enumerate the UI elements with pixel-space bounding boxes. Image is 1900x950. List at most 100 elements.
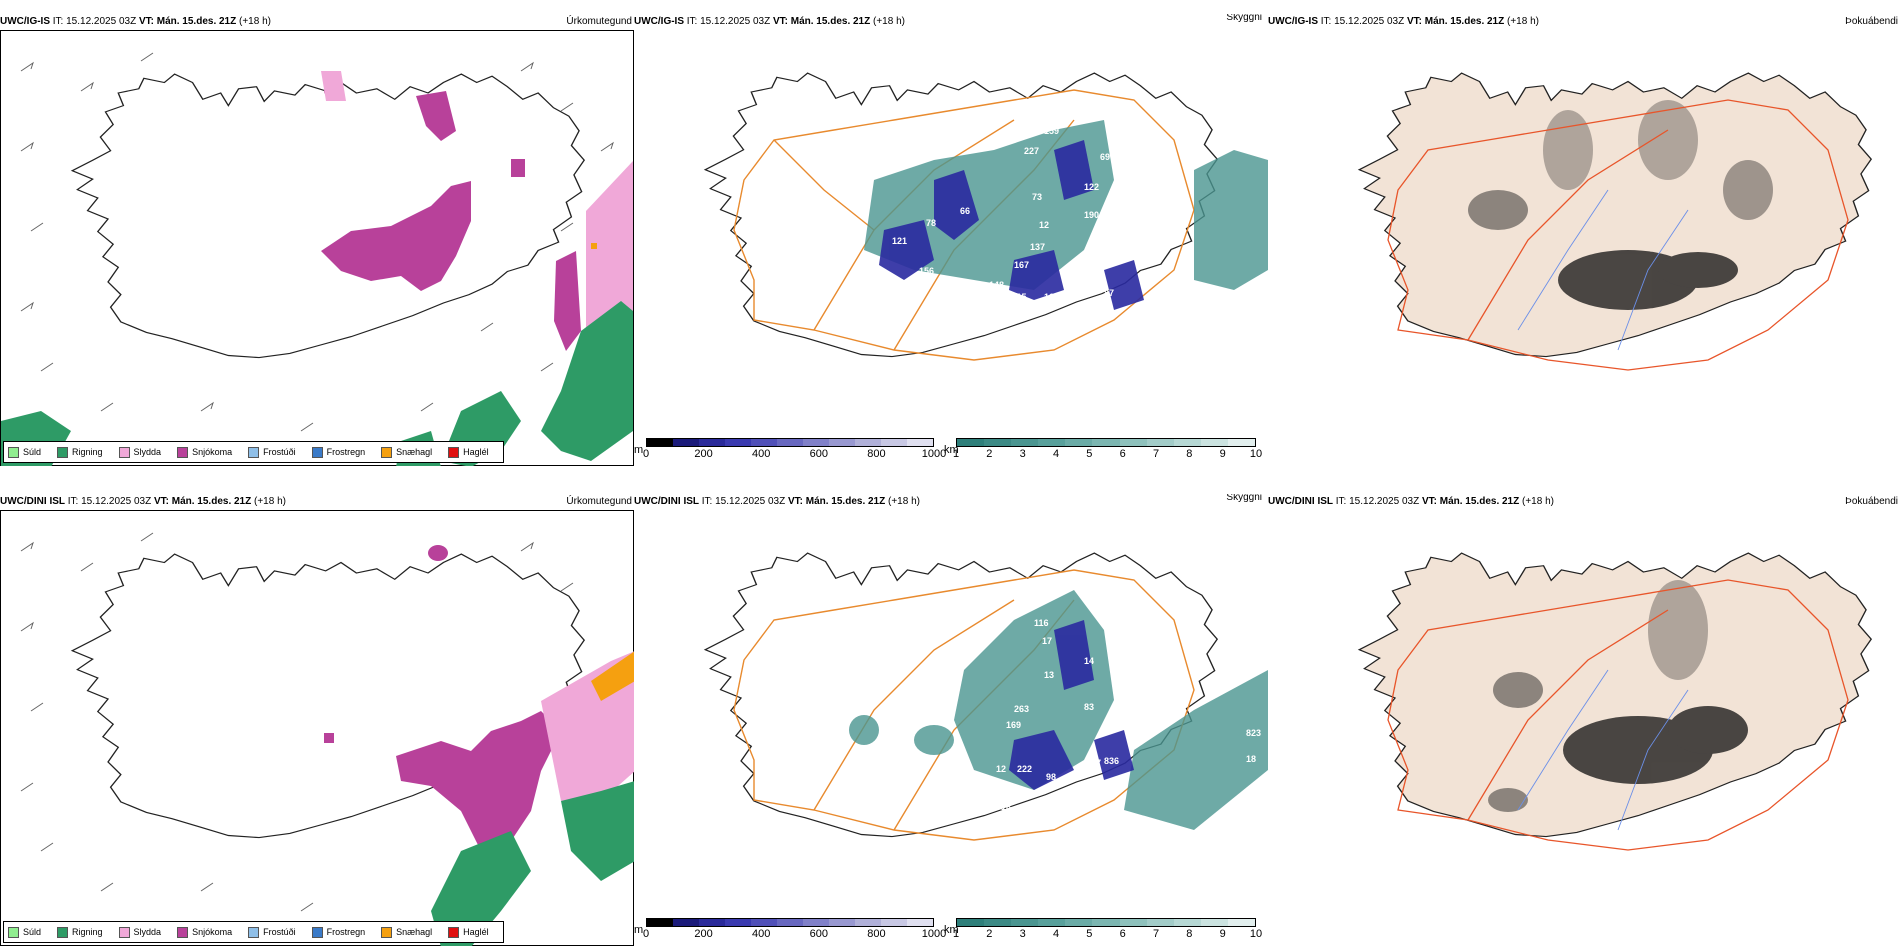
precip-snowpellet-area [591,651,634,701]
fog-map-canvas [1358,552,1872,851]
colorbar-tick-label: 5 [1086,928,1093,940]
colorbar-tick-label: 2 [986,448,993,460]
rivers [1517,669,1689,831]
precip-snow-area [324,545,561,851]
ceiling-value-label: 169 [896,756,911,766]
ceiling-value-label: 69 [1100,152,1110,162]
ceiling-value-label: 222 [1017,764,1032,774]
colorbar-tick-label: 10 [1249,928,1263,940]
colorbar-tick-label: 8 [1186,448,1193,460]
colorbar-tick-label: 4 [1052,928,1060,940]
ceiling-value-label: 137 [1030,242,1045,252]
colorbar-tick-label: 600 [809,448,828,460]
panel-row1-precip: UWC/IG-IS IT: 15.12.2025 03Z VT: Mán. 15… [0,14,634,466]
colorbar-tick-label: 6 [1119,448,1126,460]
rivers [1517,189,1689,351]
ceiling-value-label: 190 [1084,210,1099,220]
colorbar-tick-label: 5 [1086,448,1093,460]
legend-item: Frostregn [311,446,365,458]
colorbar-tick-label: 9 [1219,448,1226,460]
legend-item: Slydda [118,926,161,938]
vis-bar-swatches [956,918,1256,927]
legend-item: Frostúði [248,926,296,938]
ceiling-value-label: 115 [1012,292,1027,302]
colorbar-tick-label: 7 [1152,448,1160,460]
precip-snow-area [321,84,581,351]
colorbar-tick-label: 1 [952,448,960,460]
ceiling-colorbar: m 0 200 400 600 800 1000 [634,438,946,466]
precip-legend: Súld Rigning Slydda Snjókoma Frostúði Fr… [3,441,504,463]
ceiling-value-label: 18 [1246,754,1256,764]
colorbar-tick-label: 1000 [921,928,947,940]
panel-header: UWC/DINI ISL IT: 15.12.2025 03Z VT: Mán.… [1268,496,1554,507]
colorbar-tick-label: 3 [1019,448,1026,460]
colorbar-tick-label: 800 [867,448,886,460]
ceiling-value-label: 122 [1084,182,1099,192]
ceiling-value-label: 169 [1006,720,1021,730]
legend-item: Snæhagl [381,926,432,938]
ceiling-value-label: 156 [919,266,934,276]
fog-map-canvas [1358,72,1872,371]
visibility-colorbar: km 1 2 3 4 5 6 7 8 9 10 [944,918,1263,946]
colorbar-tick-label: 8 [1186,928,1193,940]
precip-map: Súld Rigning Slydda Snjókoma Frostúði Fr… [0,30,634,466]
ceiling-value-label: 167 [1014,260,1029,270]
colorbar-tick-label: 200 [694,448,713,460]
colorbar-tick-label: 0 [642,928,650,940]
ceiling-value-label: 109 [839,290,854,300]
ceiling-value-label: 133 [860,748,875,758]
legend-item: Súld [8,926,41,938]
colorbar-tick-label: 4 [1052,448,1060,460]
panel-row2-precip: UWC/DINI ISL IT: 15.12.2025 03Z VT: Mán.… [0,494,634,946]
ceiling-value-label: 159 [1044,126,1059,136]
legend-item: Súld [8,446,41,458]
ceiling-value-label: 207 [1086,758,1101,768]
ceiling-value-label: 13 [1044,670,1054,680]
precip-map-canvas [1,52,633,466]
colorbar-tick-label: 9 [1219,928,1226,940]
legend-item: Snjókoma [177,446,232,458]
legend-item: Frostregn [311,926,365,938]
panel-row2-fog: UWC/DINI ISL IT: 15.12.2025 03Z VT: Mán.… [1268,494,1900,946]
fog-map [1268,30,1900,466]
precip-legend: Súld Rigning Slydda Snjókoma Frostúði Fr… [3,921,504,943]
legend-item: Haglél [448,926,489,938]
panel-header: UWC/IG-IS IT: 15.12.2025 03Z VT: Mán. 15… [1268,16,1539,27]
ceiling-value-label: 98 [1046,772,1056,782]
colorbar-tick-label: 6 [1119,928,1126,940]
visibility-map: 133 169 86 111 12 168 18 222 98 207 836 263 169 116 17… [634,510,1268,930]
panel-header: UWC/IG-IS IT: 15.12.2025 03Z VT: Mán. 15… [0,16,271,27]
panel-title: Þokuábendi [1845,16,1898,27]
fog-shading [1468,100,1773,310]
visibility-map: 109 84 121 78 66 156 148 115 162 16 137 73 12 190 87 15… [634,30,1268,450]
ceiling-value-label: 12 [1039,220,1049,230]
vis-bar-swatches [956,438,1256,447]
colorbar-tick-label: 1000 [921,448,947,460]
visibility-colorbar: km 1 2 3 4 5 6 7 8 9 10 [944,438,1262,466]
panel-header: UWC/DINI ISL IT: 15.12.2025 03Z VT: Mán.… [634,496,920,507]
legend-item: Rigning [57,926,103,938]
panel-row2-visibility: UWC/DINI ISL IT: 15.12.2025 03Z VT: Mán.… [634,494,1268,946]
legend-item: Snjókoma [177,926,232,938]
visibility-map-canvas: 109 84 121 78 66 156 148 115 162 16 137 73 12 190 87 15… [704,72,1268,361]
ceiling-value-label: 263 [1014,704,1029,714]
fog-roads [1387,99,1849,371]
wind-barbs [20,532,574,912]
panel-header: UWC/DINI ISL IT: 15.12.2025 03Z VT: Mán.… [0,496,286,507]
legend-item: Frostúði [248,446,296,458]
panel-title: Úrkomutegund [566,16,632,27]
ceiling-value-label: 12 [996,764,1006,774]
ceiling-bar-swatches [646,918,934,927]
colorbar-tick-label: 7 [1152,928,1160,940]
ceiling-value-label: 17 [1042,636,1052,646]
precip-map-canvas [20,532,634,946]
colorbar-tick-label: 400 [752,928,771,940]
panel-title: Skyggni [1226,14,1262,23]
ceiling-value-label: 162 [1024,308,1039,318]
ceiling-value-label: 66 [960,206,970,216]
ceiling-value-label: 83 [1084,702,1094,712]
ceiling-value-label: 121 [892,236,907,246]
ceiling-value-label: 16 [1044,292,1054,302]
panel-title: Þokuábendi [1845,496,1898,507]
precip-map: Súld Rigning Slydda Snjókoma Frostúði Fr… [0,510,634,946]
